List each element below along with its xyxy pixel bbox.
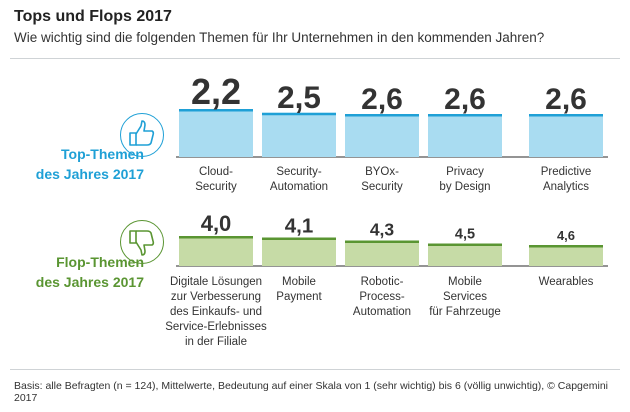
chart-subtitle: Wie wichtig sind die folgenden Themen fü… (14, 30, 545, 45)
top-bar (428, 114, 502, 157)
top-value-label: 2,6 (444, 83, 486, 116)
top-value-label: 2,6 (545, 83, 587, 116)
flop-value-label: 4,6 (557, 228, 575, 243)
top-bar (345, 114, 419, 157)
top-category-label: Security- Automation (269, 166, 329, 193)
flop-value-label: 4,5 (455, 227, 475, 243)
flop-category-label: Robotic- Process- Automation (352, 276, 412, 318)
footnote: Basis: alle Befragten (n = 124), Mittelw… (14, 380, 608, 404)
top-bar (529, 114, 603, 157)
thumbs-up-icon (120, 113, 164, 157)
flop-value-label: 4,0 (201, 211, 232, 236)
top-category-label: Cloud- Security (195, 166, 237, 193)
top-value-label: 2,5 (277, 79, 321, 115)
flop-bar (428, 243, 502, 266)
top-category-label: BYOx- Security (361, 166, 403, 193)
flop-category-label: Mobile Payment (276, 276, 322, 303)
chart-title: Tops und Flops 2017 (14, 8, 172, 25)
flop-bar (529, 245, 603, 266)
flop-category-label: Mobile Services für Fahrzeuge (429, 276, 501, 318)
flop-value-label: 4,3 (370, 220, 395, 240)
top-group-label: Top-Themen des Jahres 2017 (35, 146, 144, 182)
top-category-label: Predictive Analytics (540, 166, 592, 193)
top-divider (10, 58, 620, 59)
flop-bar (345, 240, 419, 266)
flop-bar (179, 236, 253, 266)
flop-group-label: Flop-Themen des Jahres 2017 (35, 254, 144, 290)
flop-bar (262, 237, 336, 266)
top-bar (262, 112, 336, 157)
top-value-label: 2,2 (191, 71, 241, 112)
thumbs-down-icon (120, 220, 164, 264)
top-category-label: Privacy by Design (439, 166, 491, 193)
top-value-label: 2,6 (361, 83, 403, 116)
flop-value-label: 4,1 (285, 215, 314, 238)
flop-category-label: Wearables (538, 276, 594, 288)
bottom-divider (10, 369, 620, 370)
flop-category-label: Digitale Lösungen zur Verbesserung des E… (165, 276, 267, 348)
top-bar (179, 109, 253, 157)
